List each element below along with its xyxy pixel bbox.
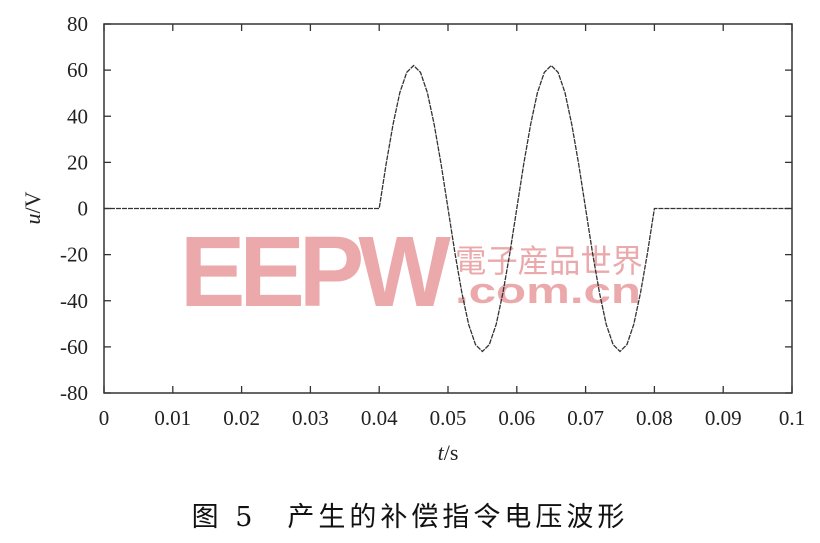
y-tick-labels: 80 60 40 20 0 -20 -40 -60 -80 (60, 12, 88, 405)
watermark-domain: .com.cn (455, 270, 641, 311)
x-tick-labels: 0 0.01 0.02 0.03 0.04 0.05 0.06 0.07 0.08 0.09 0.1 (99, 406, 805, 430)
x-tick-label: 0.1 (779, 406, 805, 430)
y-tick-label: 60 (67, 58, 88, 82)
x-tick-label: 0.02 (223, 406, 260, 430)
x-tick-label: 0.07 (567, 406, 604, 430)
y-tick-label: 40 (67, 104, 88, 128)
y-tick-label: 0 (78, 197, 89, 221)
watermark-cn: 電子産品世界 (455, 242, 643, 280)
y-tick-label: 80 (67, 12, 88, 36)
y-tick-label: -60 (60, 335, 88, 359)
y-axis-label: u/V (20, 191, 45, 224)
figure-caption: 图 5 产生的补偿指令电压波形 (191, 502, 629, 533)
series-line (104, 64, 792, 353)
x-tick-label: 0.09 (705, 406, 742, 430)
watermark-logo: EEPW (180, 216, 451, 328)
x-tick-label: 0.08 (636, 406, 673, 430)
x-axis-label: t/s (438, 440, 459, 465)
y-tick-label: 20 (67, 150, 88, 174)
x-tick-label: 0 (99, 406, 110, 430)
x-tick-label: 0.06 (498, 406, 535, 430)
y-tick-label: -20 (60, 243, 88, 267)
x-tick-label: 0.04 (361, 406, 398, 430)
y-tick-label: -40 (60, 289, 88, 313)
y-tick-label: -80 (60, 381, 88, 405)
x-tick-label: 0.03 (292, 406, 329, 430)
x-tick-label: 0.01 (154, 406, 191, 430)
eepw-watermark: EEPW 電子産品世界.com.cn (180, 216, 643, 328)
ticks (103, 23, 793, 394)
x-tick-label: 0.05 (430, 406, 467, 430)
